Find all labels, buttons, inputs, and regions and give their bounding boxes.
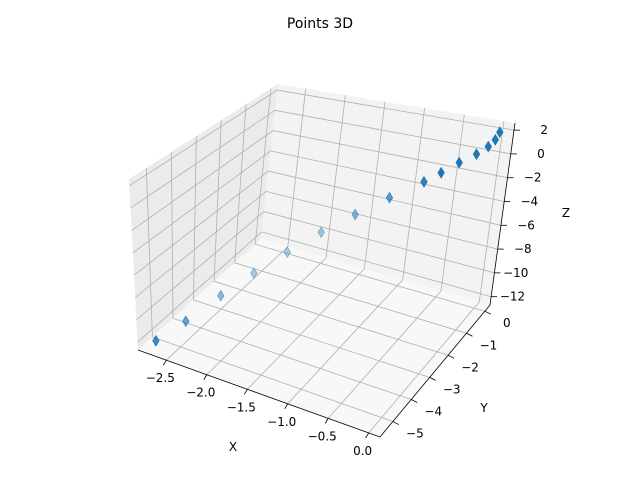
y-tick-label: 0 xyxy=(503,316,511,330)
x-gridline xyxy=(368,121,505,434)
z-gridline xyxy=(130,109,511,209)
z-gridline xyxy=(132,150,505,254)
data-point xyxy=(351,208,359,221)
data-point xyxy=(491,133,499,146)
data-point xyxy=(472,148,481,161)
x-tick-label: −2.0 xyxy=(186,386,215,400)
z-tick-label: −10 xyxy=(503,266,528,280)
data-point xyxy=(437,166,445,179)
x-gridline xyxy=(206,95,346,375)
y-tick xyxy=(466,332,473,337)
data-point xyxy=(420,175,428,188)
y-tick xyxy=(429,377,436,381)
data-point xyxy=(484,140,492,153)
y-tick-label: −1 xyxy=(480,338,498,352)
z-gridline xyxy=(134,190,498,298)
z-tick-label: −12 xyxy=(500,290,525,304)
y-tick xyxy=(447,354,455,359)
x-tick xyxy=(324,418,329,424)
data-point xyxy=(250,267,258,280)
z-gridline xyxy=(131,130,508,231)
z-tick-label: 2 xyxy=(540,123,548,137)
z-gridline xyxy=(129,89,515,187)
x-tick-label: −0.5 xyxy=(308,429,337,443)
data-point xyxy=(217,289,225,302)
x-tick xyxy=(203,374,208,380)
pane-yz xyxy=(129,84,278,350)
x-tick xyxy=(365,432,370,439)
x-gridline xyxy=(247,101,386,390)
data-point xyxy=(385,191,394,204)
z-gridline xyxy=(137,231,492,343)
y-axis-label: Y xyxy=(479,401,488,415)
x-axis-line xyxy=(137,349,381,438)
grid-lines xyxy=(129,88,515,434)
z-tick-label: −6 xyxy=(517,218,535,232)
axis-lines xyxy=(137,122,516,438)
y-tick-label: −3 xyxy=(443,382,461,396)
y-gridline xyxy=(234,104,467,334)
data-point xyxy=(317,226,325,239)
x-tick-label: −1.0 xyxy=(267,415,296,429)
y-gridline xyxy=(254,88,485,312)
data-point xyxy=(496,126,504,139)
y-tick xyxy=(392,421,400,425)
x-tick-label: −2.5 xyxy=(146,371,175,385)
axis-ticks: −2.5−2.0−1.5−1.0−0.50.0−5−4−3−2−10−12−10… xyxy=(146,123,548,458)
pane-xy xyxy=(138,239,490,437)
y-gridline xyxy=(146,167,394,422)
y-tick xyxy=(411,399,418,403)
y-tick-label: −5 xyxy=(406,427,424,441)
z-axis-label: Z xyxy=(562,206,570,220)
z-tick-label: −4 xyxy=(521,195,539,209)
y-axis-line xyxy=(379,304,491,438)
z-axis-line xyxy=(489,122,516,306)
y-tick-label: −2 xyxy=(461,360,479,374)
x-tick-label: −1.5 xyxy=(227,400,256,414)
data-point xyxy=(283,246,292,259)
z-tick-label: −8 xyxy=(514,242,532,256)
z-gridline xyxy=(133,170,501,276)
data-point xyxy=(182,315,190,328)
y-gridline xyxy=(213,120,449,356)
z-tick-label: 0 xyxy=(537,147,545,161)
x-tick xyxy=(162,359,167,366)
data-point xyxy=(152,334,160,347)
x-tick xyxy=(284,403,289,410)
x-axis-label: X xyxy=(229,440,237,454)
data-point xyxy=(455,156,463,169)
x-tick-label: 0.0 xyxy=(353,444,372,458)
data-points xyxy=(152,126,504,347)
x-gridline xyxy=(287,108,425,405)
x-gridline xyxy=(327,114,465,419)
y-gridline xyxy=(193,136,430,378)
chart-title: Points 3D xyxy=(287,16,353,32)
y-gridline xyxy=(171,151,412,400)
z-gridline xyxy=(136,211,495,321)
x-gridline xyxy=(166,88,307,361)
x-tick xyxy=(243,389,248,395)
y-tick-label: −4 xyxy=(424,404,442,418)
y-tick xyxy=(484,310,492,315)
z-tick-label: −2 xyxy=(524,171,542,185)
